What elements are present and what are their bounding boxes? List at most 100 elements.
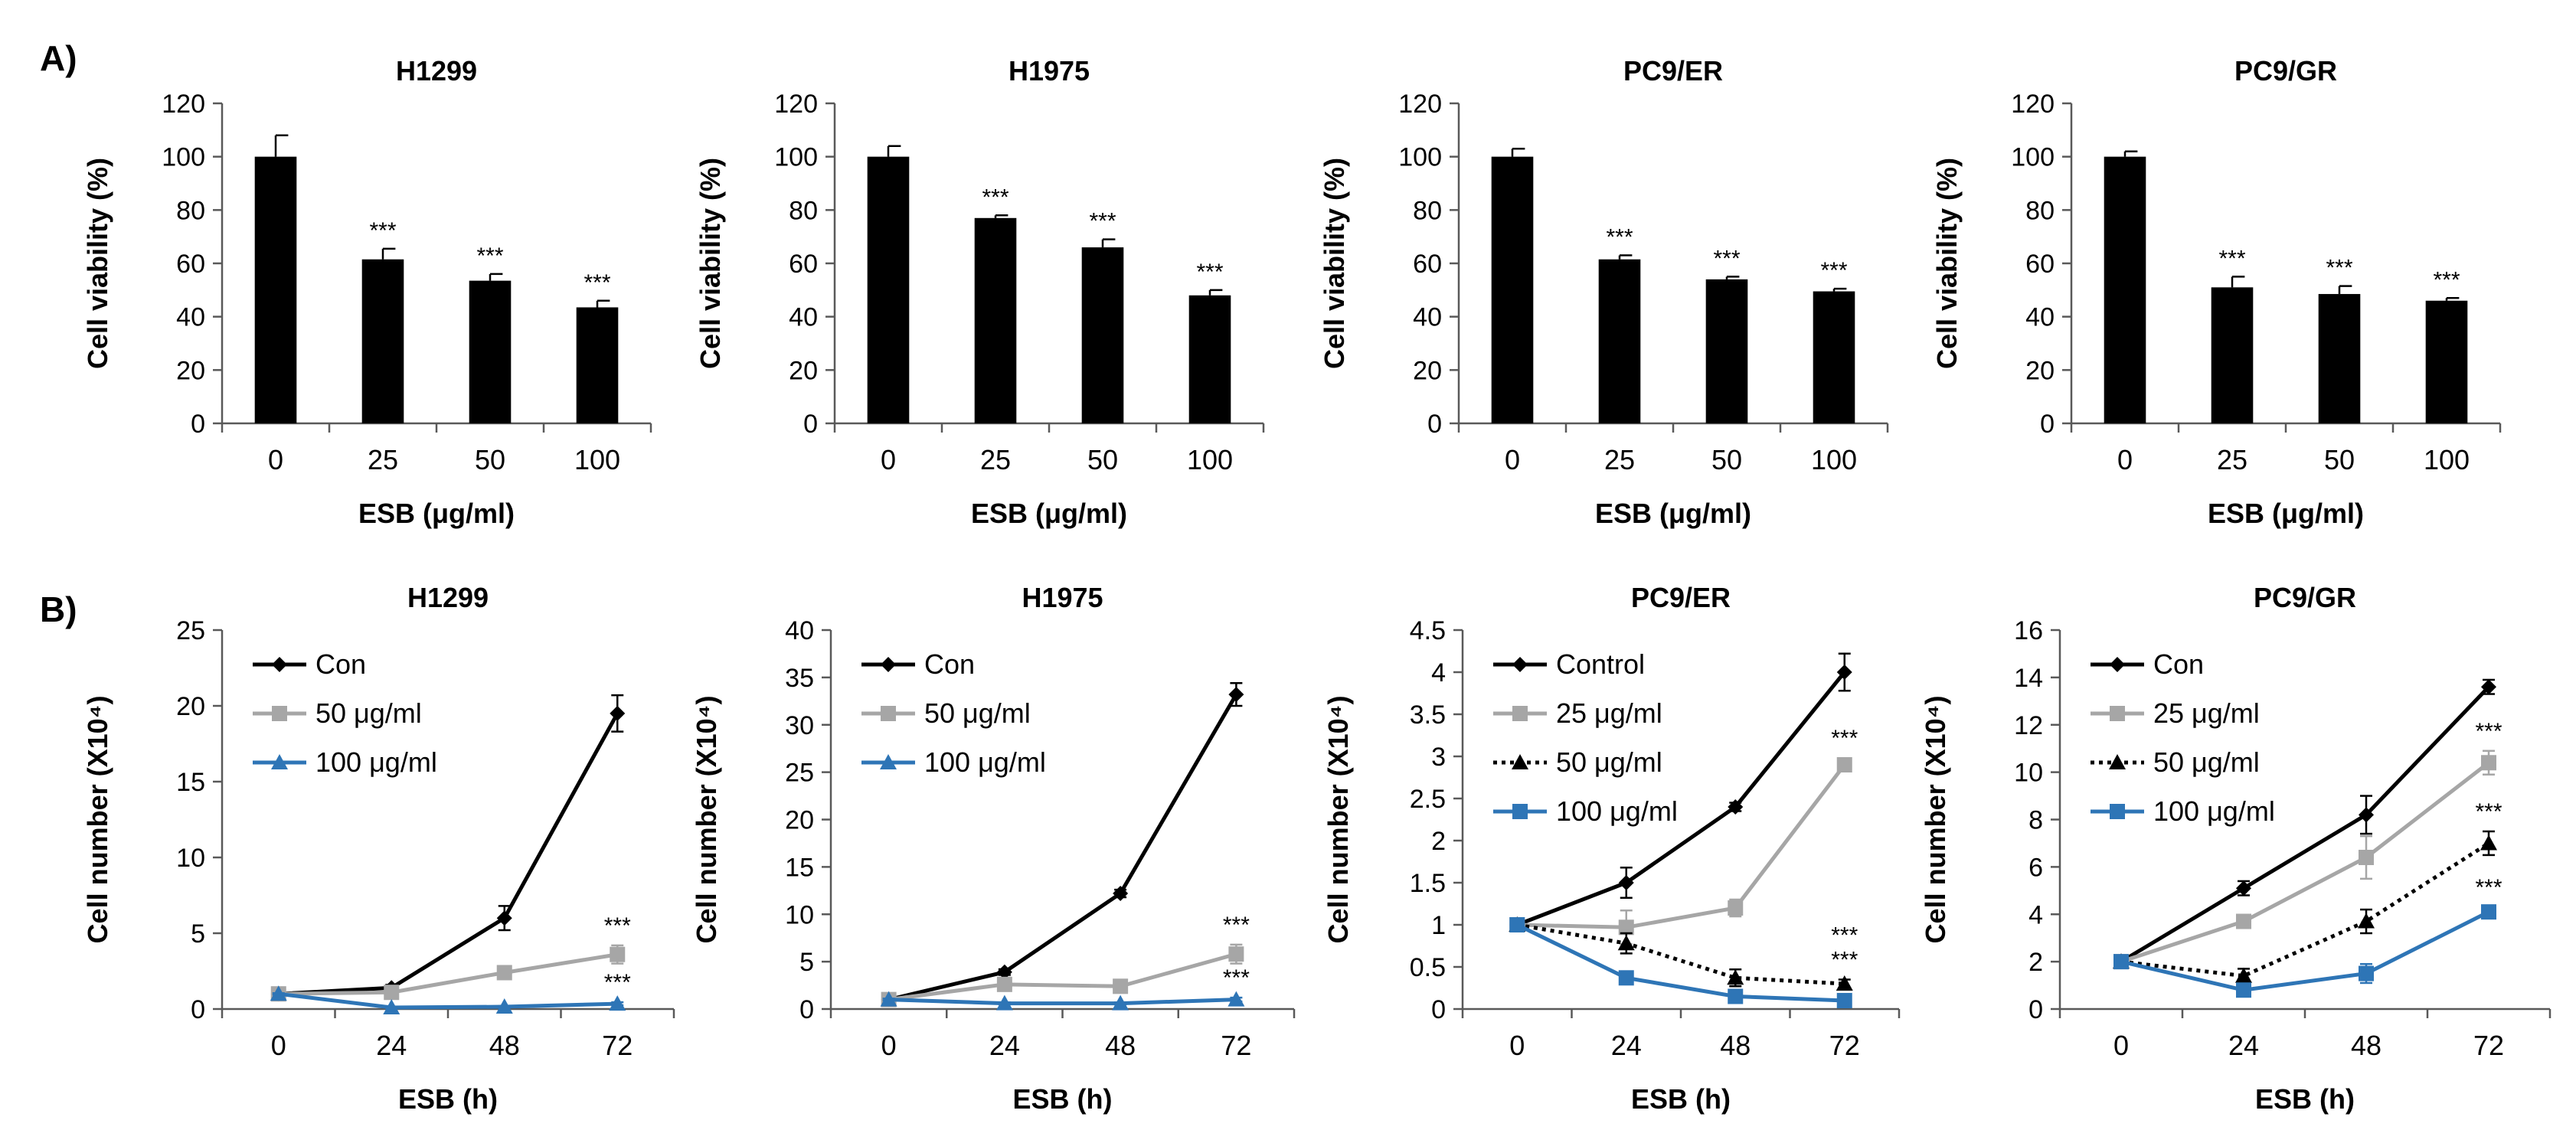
data-point bbox=[2481, 904, 2496, 920]
bar-25 bbox=[2211, 287, 2254, 423]
x-tick-label: 72 bbox=[1829, 1030, 1860, 1061]
chart-title: H1975 bbox=[1022, 582, 1103, 613]
bar-chart-h1299: H1299 Cell viability (%) 0 20 40 60 80 100 120 ES… bbox=[82, 55, 652, 529]
y-tick-label: 1.5 bbox=[1410, 869, 1446, 898]
bar-100 bbox=[1813, 291, 1855, 423]
data-point bbox=[610, 946, 626, 962]
y-tick-label: 100 bbox=[774, 143, 818, 172]
legend-label: Con bbox=[315, 648, 366, 680]
legend-marker bbox=[2110, 804, 2125, 819]
data-point bbox=[1836, 975, 1853, 991]
significance-marker: *** bbox=[2326, 256, 2352, 281]
x-tick-label: 100 bbox=[574, 444, 620, 475]
y-axis-label: Cell viability (%) bbox=[1319, 158, 1350, 369]
bar-50 bbox=[2318, 294, 2361, 423]
x-tick-label: 24 bbox=[989, 1030, 1020, 1061]
legend-label: 50 μg/ml bbox=[1556, 746, 1662, 778]
significance-marker: *** bbox=[2475, 875, 2502, 900]
bar-chart-h1975: H1975 Cell viability (%) 0 20 40 60 80 100 120 ES… bbox=[695, 55, 1265, 529]
x-tick-label: 25 bbox=[1604, 444, 1635, 475]
y-tick-label: 120 bbox=[774, 90, 818, 119]
x-axis-label: ESB (μg/ml) bbox=[1595, 498, 1751, 529]
series-line bbox=[278, 991, 618, 1010]
series-line bbox=[1516, 671, 1846, 927]
x-tick-label: 50 bbox=[1711, 444, 1742, 475]
data-point bbox=[1836, 665, 1852, 680]
legend-marker bbox=[1512, 657, 1528, 672]
chart-title: H1299 bbox=[407, 582, 489, 613]
y-tick-label: 3.5 bbox=[1410, 700, 1446, 730]
data-point bbox=[1509, 917, 1525, 932]
y-tick-label: 2.5 bbox=[1410, 785, 1446, 814]
legend-marker bbox=[881, 657, 896, 672]
bar-0 bbox=[2104, 156, 2146, 423]
data-point bbox=[496, 910, 512, 926]
y-tick-label: 4 bbox=[2028, 900, 2043, 929]
y-tick-label: 10 bbox=[785, 900, 814, 929]
bar-0 bbox=[867, 156, 910, 423]
y-tick-label: 0.5 bbox=[1410, 953, 1446, 982]
y-tick-label: 12 bbox=[2014, 711, 2043, 740]
data-point bbox=[495, 998, 513, 1014]
legend-label: 25 μg/ml bbox=[1556, 697, 1662, 729]
y-tick-label: 2 bbox=[1431, 827, 1446, 856]
y-tick-label: 0 bbox=[1427, 410, 1442, 439]
x-tick-label: 50 bbox=[1087, 444, 1118, 475]
legend-label: 100 μg/ml bbox=[1556, 795, 1678, 827]
y-axis-label: Cell viability (%) bbox=[82, 158, 113, 369]
line-chart-pc9-er: PC9/ER Cell number (X10⁴) 0 0.5 1 1.5 2 2.5 3 3.5… bbox=[1322, 582, 1901, 1115]
series-line bbox=[2120, 841, 2490, 978]
y-tick-label: 40 bbox=[789, 303, 818, 332]
x-tick-label: 25 bbox=[368, 444, 398, 475]
legend-marker bbox=[2109, 754, 2126, 769]
y-tick-label: 5 bbox=[799, 948, 814, 977]
x-tick-label: 0 bbox=[2117, 444, 2133, 475]
y-tick-label: 0 bbox=[2040, 410, 2055, 439]
x-tick-label: 72 bbox=[1221, 1030, 1251, 1061]
series-100-g-ml: *** 100 μg/ml bbox=[2091, 795, 2502, 998]
x-tick-label: 0 bbox=[1505, 444, 1520, 475]
y-tick-label: 20 bbox=[789, 356, 818, 385]
data-point bbox=[1618, 970, 1634, 986]
x-tick-label: 48 bbox=[1105, 1030, 1136, 1061]
significance-marker: *** bbox=[369, 218, 396, 243]
data-point bbox=[1113, 886, 1129, 902]
y-axis-label: Cell viability (%) bbox=[1931, 158, 1963, 369]
x-tick-label: 48 bbox=[2351, 1030, 2381, 1061]
x-axis-label: ESB (h) bbox=[398, 1083, 498, 1115]
significance-marker: *** bbox=[584, 270, 610, 296]
data-point bbox=[1728, 988, 1744, 1004]
data-point bbox=[880, 991, 897, 1007]
legend-marker bbox=[2110, 657, 2125, 672]
chart-title: PC9/ER bbox=[1623, 55, 1723, 87]
significance-marker: *** bbox=[2475, 799, 2502, 825]
data-point bbox=[2113, 954, 2129, 970]
x-tick-label: 72 bbox=[2473, 1030, 2504, 1061]
data-point bbox=[2481, 679, 2496, 695]
legend-label: 25 μg/ml bbox=[2153, 697, 2260, 729]
data-point bbox=[995, 994, 1013, 1011]
significance-marker: *** bbox=[1831, 948, 1858, 973]
significance-marker: *** bbox=[2475, 719, 2502, 744]
significance-marker: *** bbox=[1196, 260, 1223, 285]
y-tick-label: 0 bbox=[2028, 995, 2043, 1024]
y-tick-label: 20 bbox=[1413, 356, 1442, 385]
y-tick-label: 120 bbox=[1398, 90, 1442, 119]
chart-title: PC9/ER bbox=[1631, 582, 1731, 613]
y-tick-label: 80 bbox=[789, 196, 818, 225]
data-point bbox=[609, 995, 626, 1011]
series-line bbox=[278, 712, 619, 996]
line-chart-h1299: H1299 Cell number (X10⁴) 0 5 10 15 20 25 ESB (h)… bbox=[82, 582, 675, 1115]
legend-marker bbox=[2110, 706, 2125, 721]
legend-label: 50 μg/ml bbox=[924, 697, 1031, 729]
y-tick-label: 20 bbox=[176, 356, 205, 385]
y-axis-label: Cell viability (%) bbox=[695, 158, 726, 369]
x-tick-label: 25 bbox=[980, 444, 1011, 475]
panel-label-b: B) bbox=[40, 589, 77, 629]
x-axis-label: ESB (μg/ml) bbox=[2208, 498, 2364, 529]
data-point bbox=[2481, 755, 2496, 771]
y-tick-label: 120 bbox=[162, 90, 205, 119]
series-line bbox=[888, 998, 1237, 1006]
